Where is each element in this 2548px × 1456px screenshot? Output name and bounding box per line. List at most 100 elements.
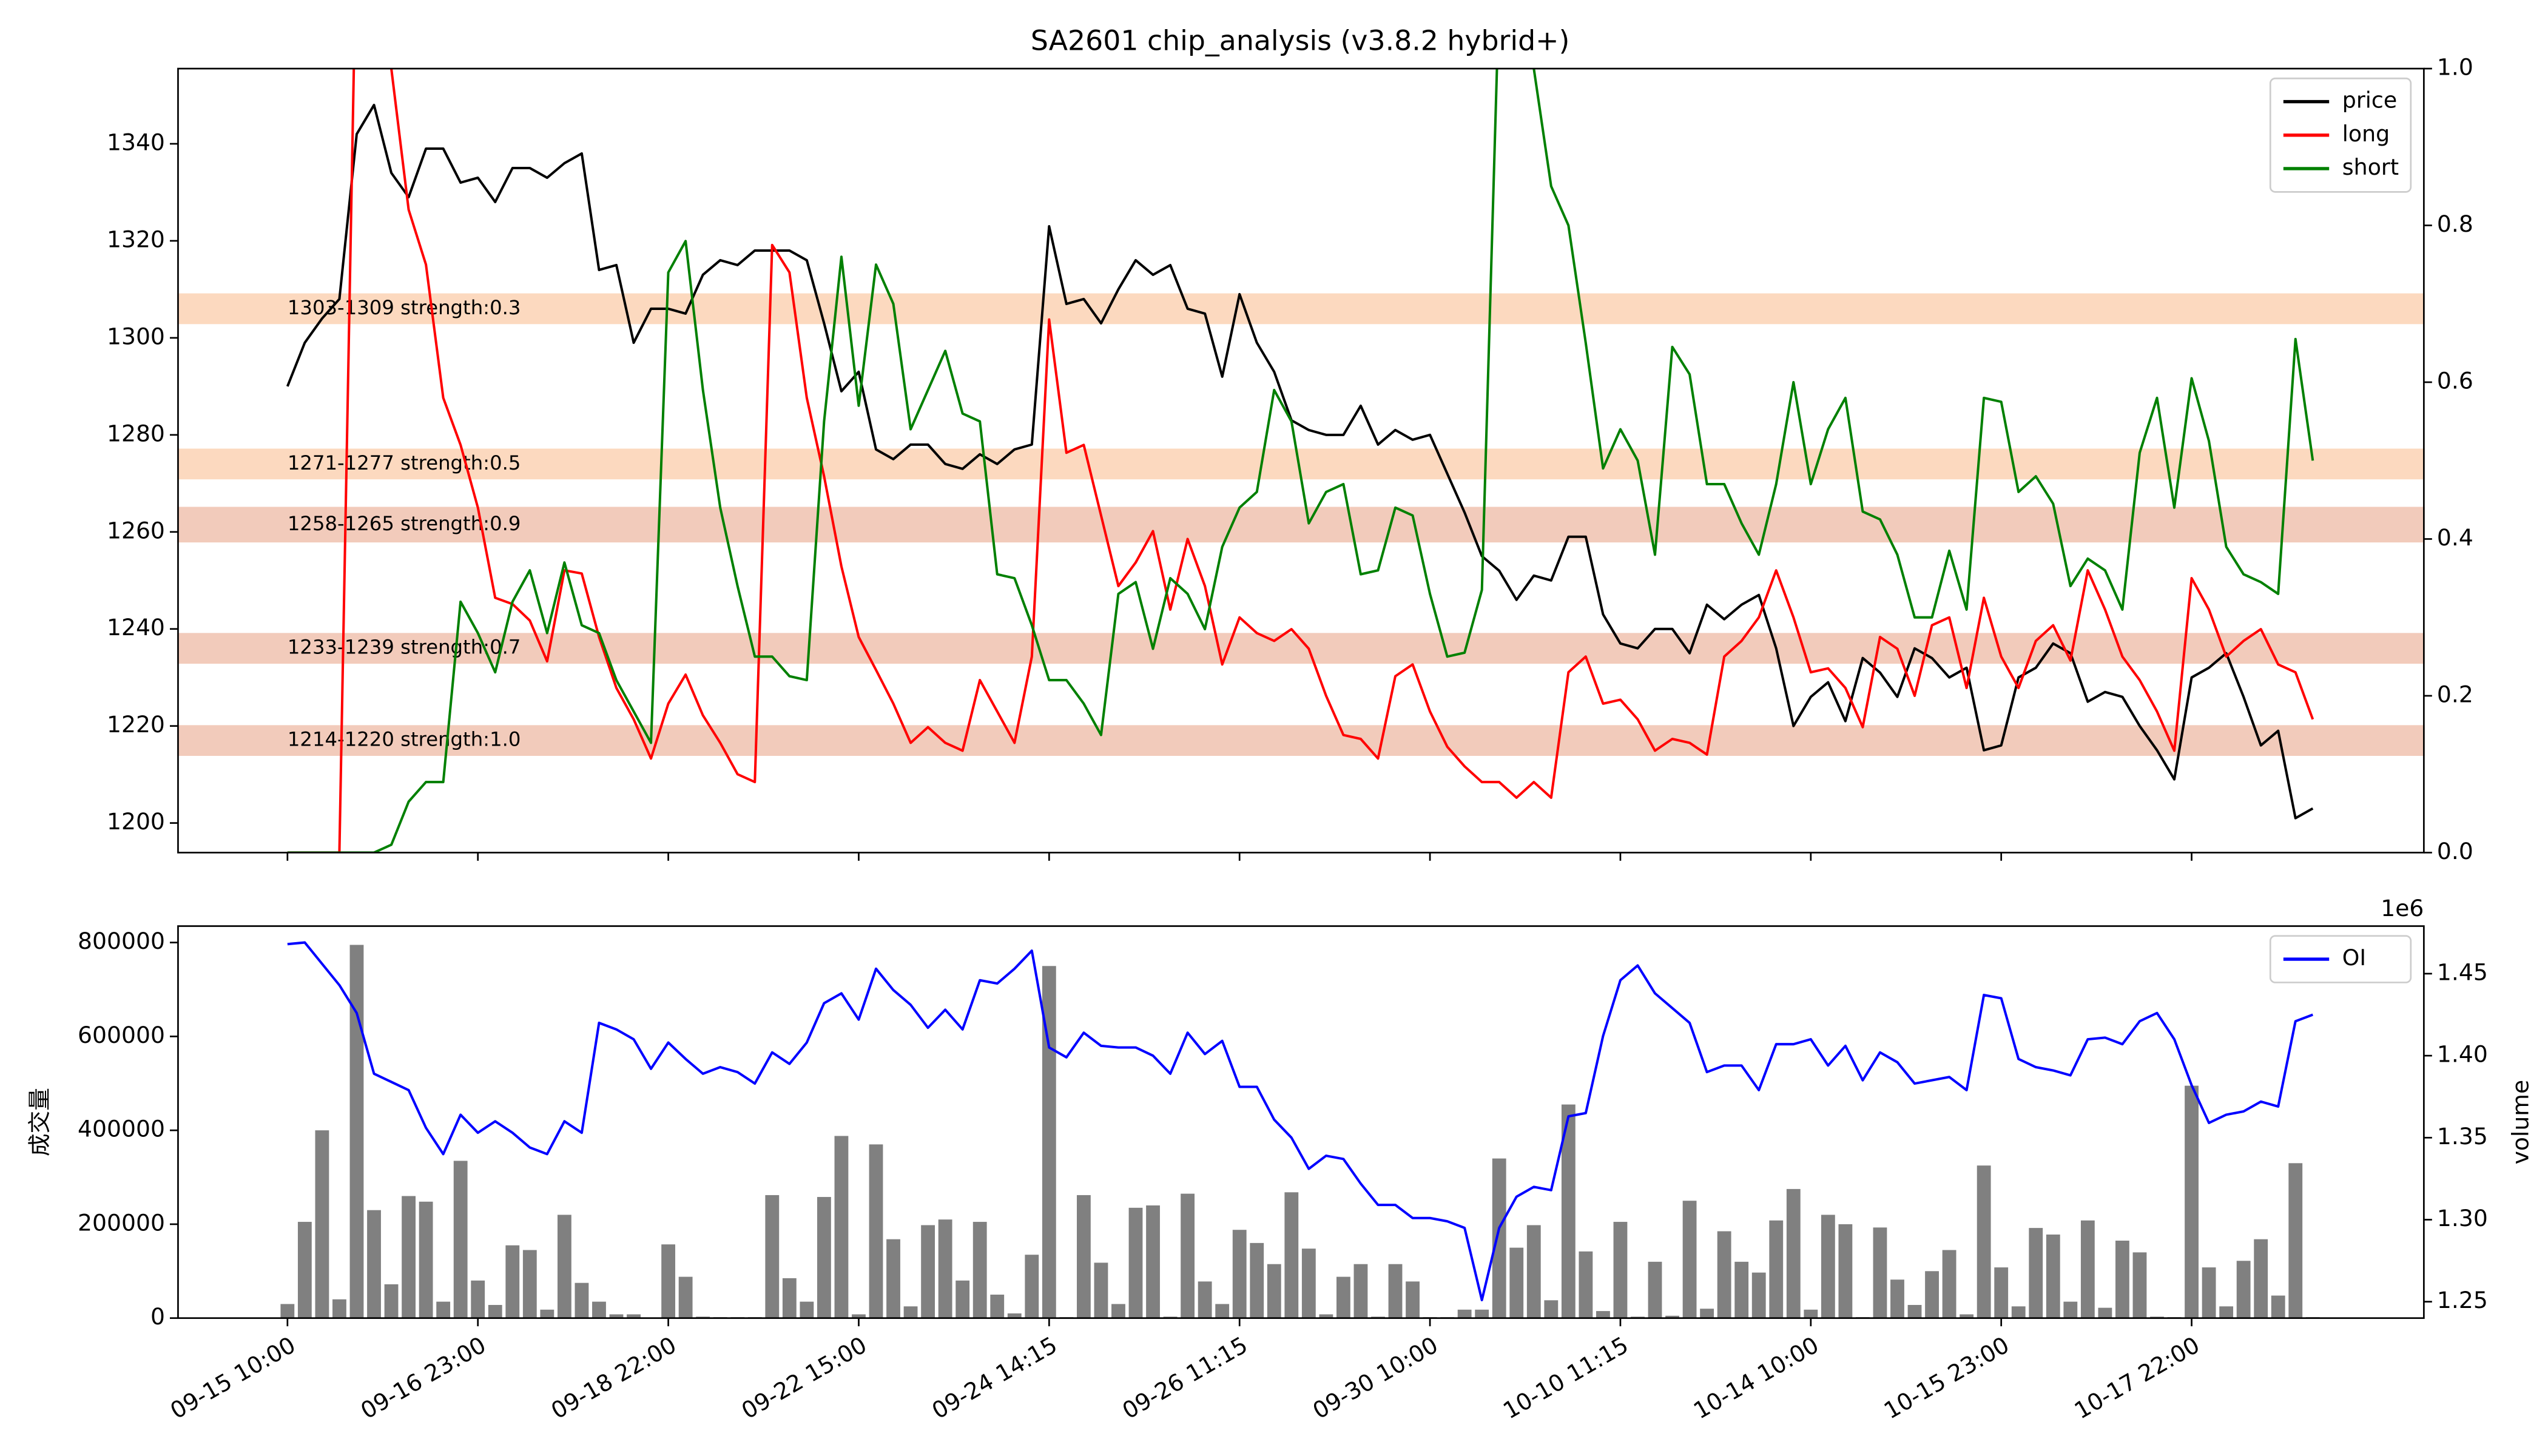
y-tick-label: 1280 xyxy=(107,420,165,447)
bar xyxy=(2271,1295,2285,1318)
bar xyxy=(1769,1220,1784,1318)
y-tick-label: 1340 xyxy=(107,129,165,156)
bar xyxy=(800,1301,814,1318)
bar xyxy=(1111,1304,1125,1318)
bar xyxy=(1613,1222,1628,1318)
band xyxy=(177,293,2425,325)
bar xyxy=(2046,1234,2060,1318)
legend-label: short xyxy=(2342,154,2399,180)
bar xyxy=(661,1244,676,1318)
bar xyxy=(2011,1306,2026,1318)
bar xyxy=(627,1314,641,1318)
bar xyxy=(834,1136,849,1318)
legend-box xyxy=(2269,935,2412,983)
bar xyxy=(1977,1165,1991,1318)
y2-tick-label: 0.0 xyxy=(2437,838,2473,864)
bar xyxy=(2202,1267,2216,1318)
bar xyxy=(1873,1227,1887,1318)
band xyxy=(177,725,2425,756)
bar xyxy=(1804,1309,1818,1318)
bar xyxy=(1994,1267,2009,1318)
bar xyxy=(1492,1158,1506,1318)
bar xyxy=(505,1245,520,1318)
bar xyxy=(1094,1262,1108,1318)
y2-tick-label: 1.45 xyxy=(2437,959,2488,985)
legend-label: OI xyxy=(2342,945,2366,971)
bar xyxy=(609,1314,624,1318)
bar xyxy=(2029,1228,2043,1318)
bar xyxy=(1942,1250,1956,1318)
bar xyxy=(453,1161,468,1318)
bar xyxy=(817,1197,831,1318)
bar xyxy=(2132,1252,2147,1318)
bar xyxy=(1682,1201,1697,1318)
bar xyxy=(1786,1188,1801,1318)
line-series xyxy=(287,69,2314,853)
bar xyxy=(2236,1261,2251,1318)
bar xyxy=(1128,1207,1143,1318)
bar xyxy=(2288,1163,2303,1318)
chart-title: SA2601 chip_analysis (v3.8.2 hybrid+) xyxy=(1031,24,1569,56)
line-series xyxy=(287,69,2314,853)
y2-tick-label: 0.2 xyxy=(2437,681,2473,707)
y2-tick-label: 0.8 xyxy=(2437,211,2473,237)
bar xyxy=(1890,1279,1904,1318)
bar xyxy=(1665,1315,1679,1318)
bar xyxy=(1561,1104,1576,1318)
y2-tick-label: 1.25 xyxy=(2437,1287,2488,1313)
y2-tick-label: 1.35 xyxy=(2437,1123,2488,1150)
bar xyxy=(1475,1309,1489,1318)
bar xyxy=(557,1215,571,1318)
bar xyxy=(367,1210,381,1318)
bar xyxy=(1215,1304,1230,1318)
bar xyxy=(1007,1313,1022,1318)
bar xyxy=(1648,1261,1662,1318)
line-series xyxy=(287,941,2314,1301)
bar xyxy=(1544,1300,1559,1318)
bar xyxy=(1596,1311,1610,1318)
bar xyxy=(280,1304,295,1318)
line-series xyxy=(286,104,2314,820)
y-tick-label: 800000 xyxy=(78,928,165,954)
legend-label: price xyxy=(2342,87,2397,113)
bar xyxy=(1457,1309,1472,1318)
bar xyxy=(2254,1239,2268,1318)
bar xyxy=(972,1222,987,1318)
bar xyxy=(852,1314,866,1318)
y2-tick-label: 1.0 xyxy=(2437,54,2473,81)
y2-axis-label: volume xyxy=(2507,1080,2533,1165)
band xyxy=(177,507,2425,543)
y-tick-label: 0 xyxy=(150,1303,165,1330)
bar xyxy=(1025,1255,1039,1318)
legend-label: long xyxy=(2342,121,2390,147)
bar xyxy=(1250,1242,1264,1318)
bar xyxy=(1336,1276,1350,1318)
bar xyxy=(1042,966,1056,1318)
bar xyxy=(1076,1195,1091,1318)
bar xyxy=(2185,1085,2199,1318)
band-label: 1233-1239 strength:0.7 xyxy=(288,636,521,659)
bar xyxy=(1960,1314,1974,1318)
plot-frame xyxy=(177,67,2425,854)
y2-tick-label: 0.4 xyxy=(2437,524,2473,551)
bar xyxy=(869,1144,883,1318)
y-tick-label: 1300 xyxy=(107,323,165,349)
bar xyxy=(1821,1215,1835,1318)
bar xyxy=(1509,1247,1524,1318)
bar xyxy=(1232,1230,1247,1318)
bar xyxy=(938,1219,952,1318)
bar xyxy=(921,1225,935,1318)
bar xyxy=(1734,1261,1749,1318)
bar xyxy=(782,1278,797,1318)
bar xyxy=(1700,1309,1714,1318)
y2-tick-label: 0.6 xyxy=(2437,367,2473,394)
bar xyxy=(1907,1305,1922,1318)
bar xyxy=(1838,1224,1853,1318)
band-label: 1258-1265 strength:0.9 xyxy=(288,512,521,535)
bar xyxy=(1301,1249,1316,1318)
top-panel: 1303-1309 strength:0.3 1271-1277 strength… xyxy=(107,54,2473,864)
y-tick-label: 400000 xyxy=(78,1116,165,1142)
band-label: 1303-1309 strength:0.3 xyxy=(288,296,521,319)
y-tick-label: 200000 xyxy=(78,1209,165,1236)
y-tick-label: 600000 xyxy=(78,1022,165,1048)
